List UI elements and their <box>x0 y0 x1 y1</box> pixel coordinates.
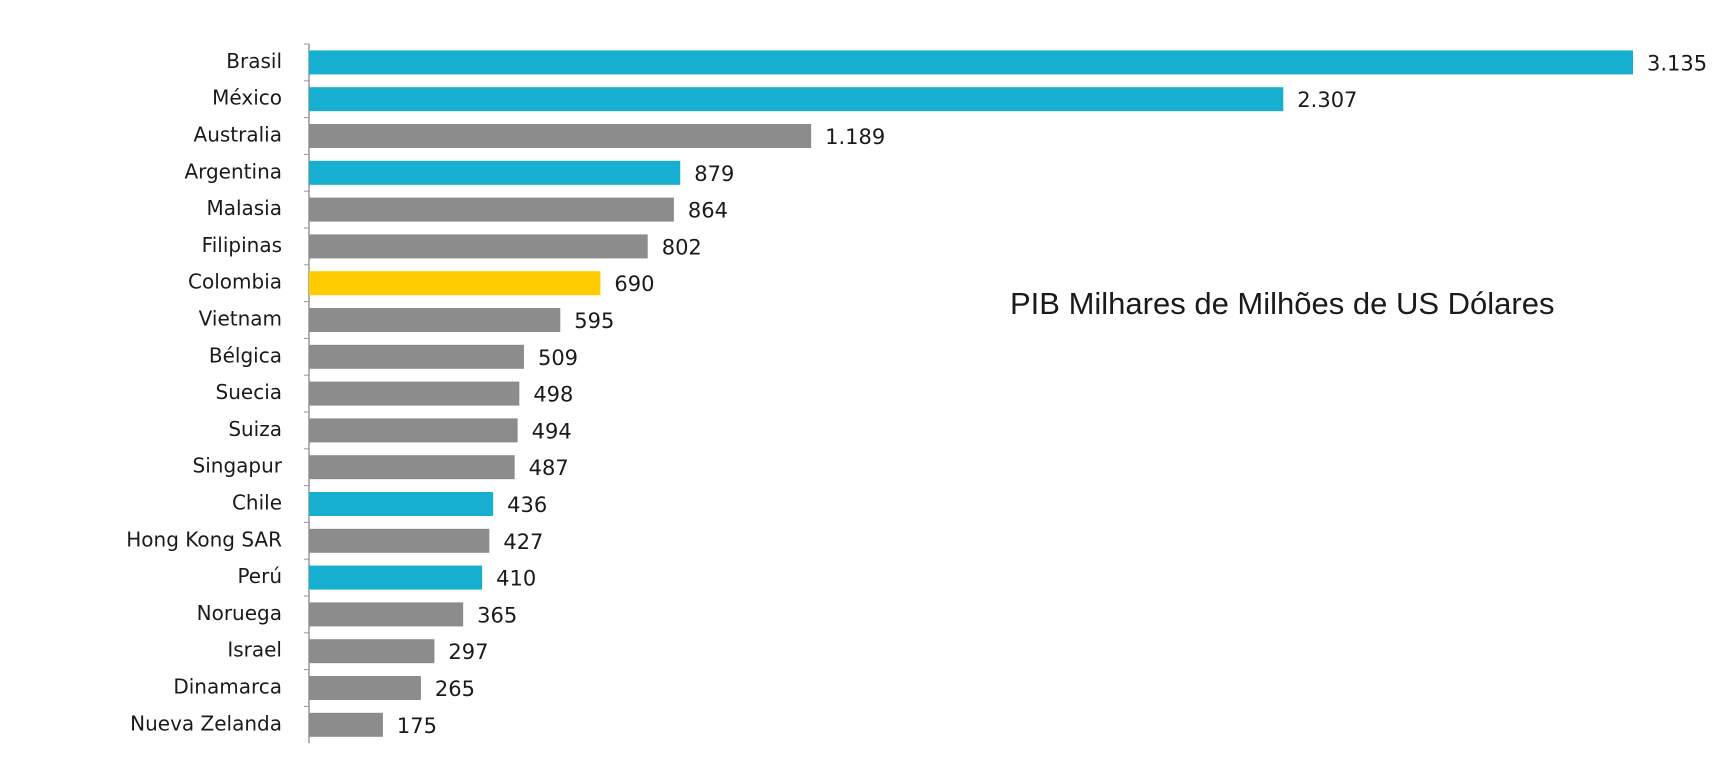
bar <box>309 197 674 222</box>
bar <box>309 87 1284 112</box>
bar <box>309 712 383 737</box>
category-label: Vietnam <box>199 307 282 331</box>
value-label: 2.307 <box>1297 88 1357 112</box>
category-label: Suecia <box>216 380 282 404</box>
category-label: Dinamarca <box>173 675 282 699</box>
category-label: Malasia <box>206 196 282 220</box>
category-label: Noruega <box>197 601 282 625</box>
bar <box>309 160 681 185</box>
bar <box>309 602 464 627</box>
category-label: Australia <box>194 123 282 147</box>
bar <box>309 234 648 259</box>
category-label: México <box>212 86 282 110</box>
category-label: Nueva Zelanda <box>130 711 282 735</box>
bar <box>309 492 494 516</box>
value-label: 864 <box>688 199 728 223</box>
bar <box>309 565 483 590</box>
value-label: 265 <box>435 677 475 701</box>
bar <box>309 418 518 443</box>
category-label: Suiza <box>228 417 282 441</box>
value-label: 690 <box>614 272 654 296</box>
value-label: 595 <box>574 309 614 333</box>
bar <box>309 528 490 553</box>
value-label: 1.189 <box>825 125 885 149</box>
value-label: 410 <box>496 567 536 591</box>
value-label: 365 <box>477 603 517 627</box>
category-label: Perú <box>237 564 282 588</box>
value-label: 802 <box>662 235 702 259</box>
bar <box>309 50 1633 75</box>
bar <box>309 124 812 148</box>
value-label: 427 <box>503 530 543 554</box>
bar <box>309 381 520 406</box>
value-label: 297 <box>448 640 488 664</box>
bar <box>309 676 421 700</box>
value-label: 175 <box>397 714 437 738</box>
category-label: Singapur <box>193 454 283 478</box>
category-label: Bélgica <box>209 343 282 367</box>
category-label: Argentina <box>184 159 282 183</box>
bar <box>309 271 601 296</box>
value-label: 494 <box>532 419 572 443</box>
value-label: 509 <box>538 346 578 370</box>
category-label: Filipinas <box>202 233 282 257</box>
bar <box>309 308 561 332</box>
bar <box>309 639 435 664</box>
category-label: Colombia <box>188 270 282 294</box>
value-label: 498 <box>533 383 573 407</box>
annotation: PIB Milhares de Milhões de US Dólares <box>1010 286 1554 321</box>
value-label: 3.135 <box>1647 51 1707 75</box>
bar <box>309 344 524 369</box>
category-label: Hong Kong SAR <box>126 527 282 551</box>
value-label: 487 <box>529 456 569 480</box>
category-label: Israel <box>227 638 282 662</box>
value-label: 436 <box>507 493 547 517</box>
value-label: 879 <box>694 162 734 186</box>
bar <box>309 455 515 480</box>
category-label: Chile <box>232 491 282 515</box>
category-label: Brasil <box>226 49 282 73</box>
